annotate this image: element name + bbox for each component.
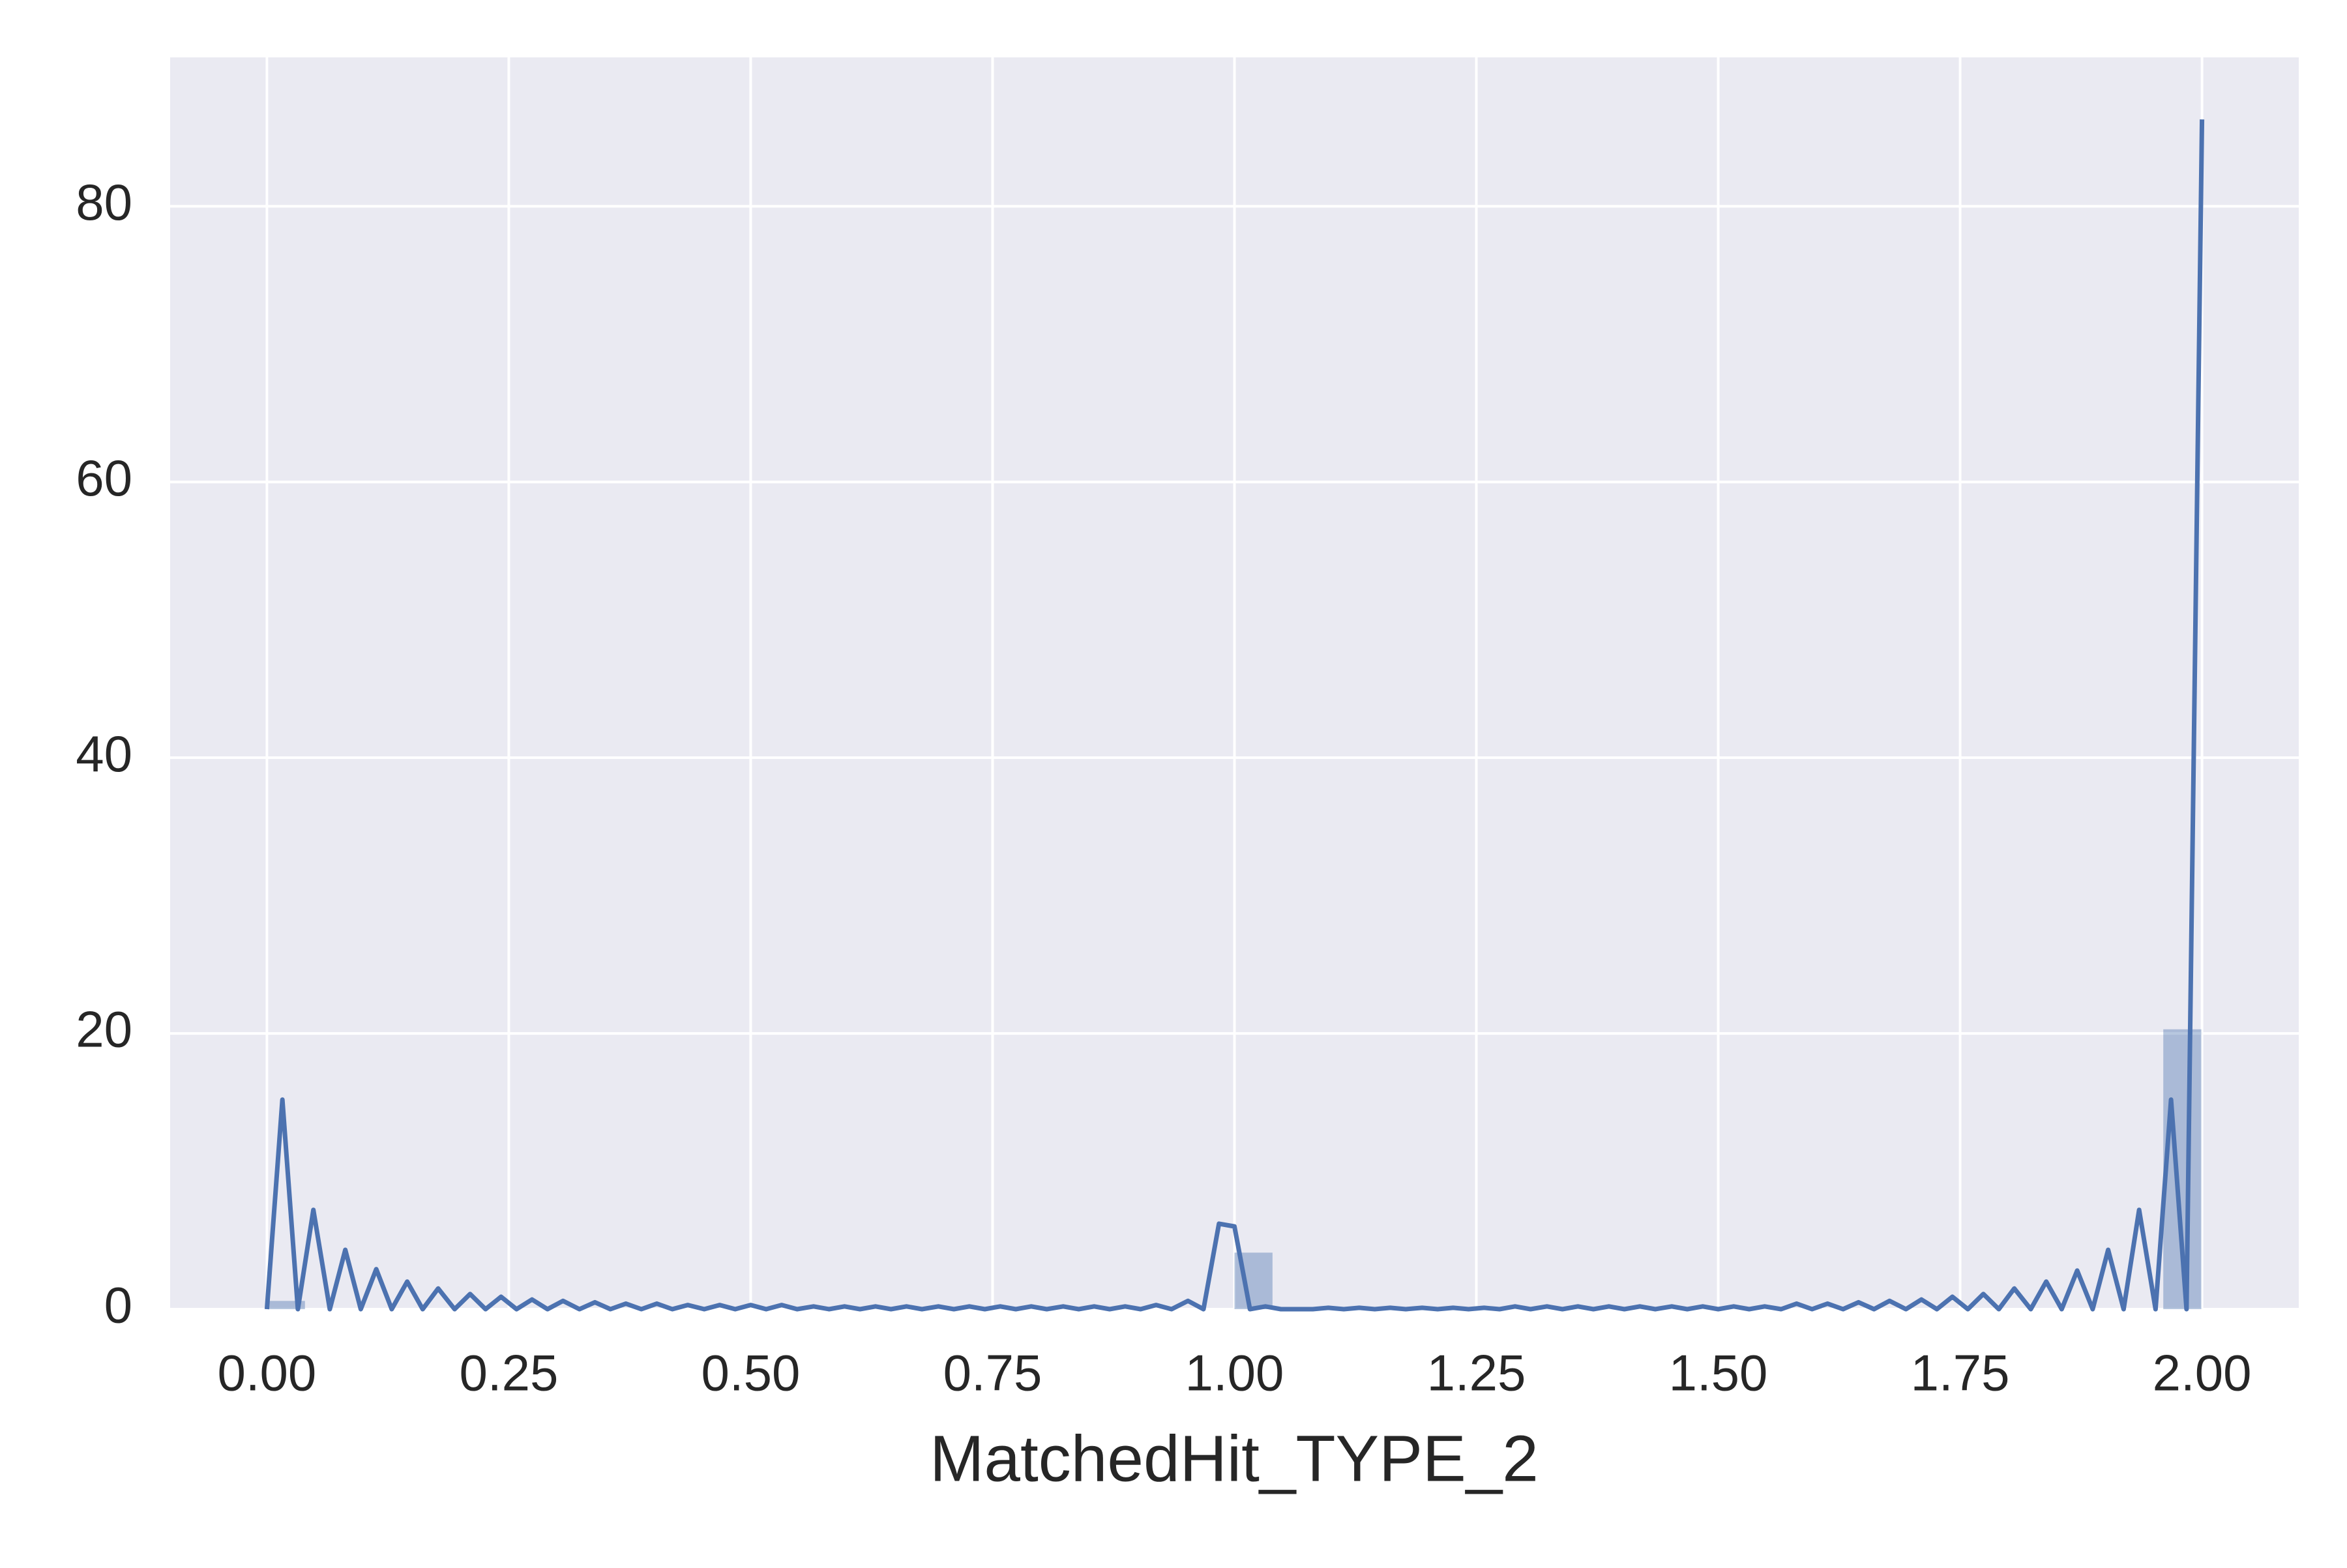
- y-tick-label: 0: [104, 1277, 132, 1334]
- x-tick-label: 1.50: [1669, 1344, 1768, 1402]
- y-tick-label: 20: [76, 1001, 132, 1058]
- marks: [264, 119, 2205, 1312]
- y-tick-label: 80: [76, 173, 132, 231]
- y-tick-label: 40: [76, 725, 132, 782]
- x-tick-label: 0.25: [460, 1344, 559, 1402]
- x-tick-label: 0.00: [218, 1344, 317, 1402]
- kde-line: [264, 119, 2205, 1312]
- y-tick-label: 60: [76, 449, 132, 507]
- x-tick-label: 1.25: [1427, 1344, 1526, 1402]
- x-tick-label: 2.00: [2153, 1344, 2252, 1402]
- x-tick-label: 1.75: [1911, 1344, 2010, 1402]
- x-axis-label: MatchedHit_TYPE_2: [930, 1422, 1539, 1495]
- x-tick-label: 1.00: [1185, 1344, 1284, 1402]
- x-tick-label: 0.75: [943, 1344, 1042, 1402]
- labels: 0.00 0.25 0.50 0.75 1.00 1.25 1.50 1.75 2.00 0 20 4…: [76, 173, 2251, 1402]
- x-tick-label: 0.50: [701, 1344, 801, 1402]
